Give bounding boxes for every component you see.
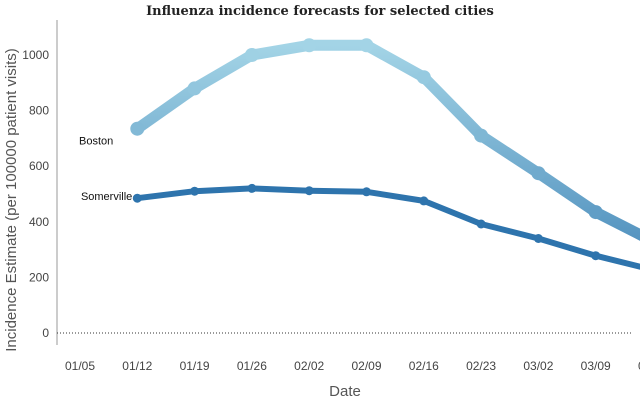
somerville-point [132,193,142,203]
boston-point [588,205,603,220]
y-axis-title: Incidence Estimate (per 100000 patient v… [3,48,20,352]
x-axis-title: Date [329,383,361,400]
somerville-point [247,183,257,193]
somerville-label: Somerville [81,191,132,203]
y-tick-label: 400 [29,215,49,229]
somerville-line [134,185,640,270]
x-tick-label: 02/16 [409,359,439,373]
boston-point [244,48,259,62]
y-tick-label: 1000 [22,48,49,62]
x-tick-label: 01/12 [122,359,152,373]
boston-point [416,70,431,85]
boston-point [531,166,546,181]
boston-point [359,38,374,53]
x-tick-label: 01/26 [237,359,267,373]
x-tick-label: 03/16 [638,359,640,373]
somerville-point [190,186,200,196]
boston-point [130,121,145,136]
x-tick-label: 01/19 [180,359,210,373]
boston-point [302,38,317,53]
somerville-point [476,219,486,229]
y-tick-label: 600 [29,159,49,173]
x-tick-label: 02/23 [466,359,496,373]
boston-point [474,128,489,143]
boston-line [131,39,640,241]
x-tick-label: 01/05 [65,359,95,373]
chart-title: Influenza incidence forecasts for select… [146,4,494,19]
boston-label: Boston [79,136,113,148]
x-tick-label: 02/02 [294,359,324,373]
somerville-point [419,196,429,206]
boston-point [187,81,202,96]
somerville-point [362,187,371,197]
somerville-point [533,234,543,243]
x-tick-label: 02/09 [351,359,381,373]
x-tick-label: 03/02 [523,359,553,373]
x-tick-label: 03/09 [581,359,611,373]
somerville-point [591,251,601,261]
y-tick-label: 0 [42,326,49,340]
y-tick-label: 200 [29,270,49,284]
y-tick-label: 800 [29,104,49,118]
somerville-point [304,186,314,196]
